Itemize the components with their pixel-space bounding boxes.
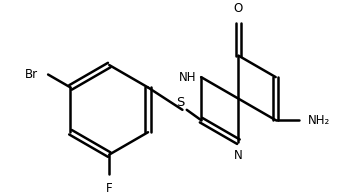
Text: F: F bbox=[106, 182, 113, 195]
Text: NH₂: NH₂ bbox=[307, 114, 330, 127]
Text: S: S bbox=[177, 96, 185, 109]
Text: O: O bbox=[234, 2, 243, 15]
Text: N: N bbox=[234, 149, 243, 162]
Text: NH: NH bbox=[178, 71, 196, 84]
Text: Br: Br bbox=[25, 68, 38, 81]
